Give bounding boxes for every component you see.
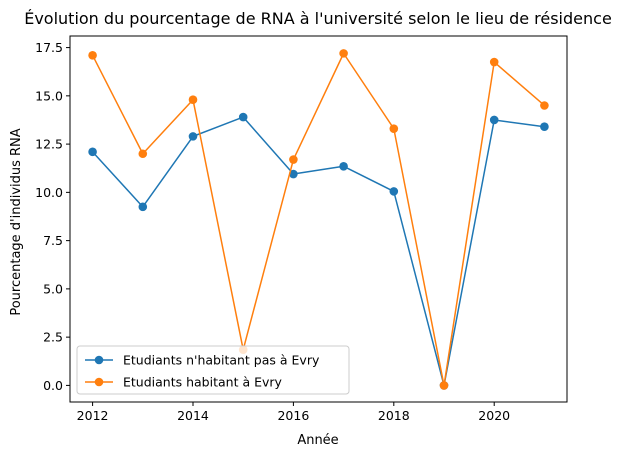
y-tick-label: 7.5: [43, 233, 63, 248]
legend-marker: [94, 355, 104, 365]
data-point: [238, 112, 248, 122]
data-point: [540, 122, 549, 132]
series-line-2: [91, 52, 545, 387]
y-tick-label: 12.5: [35, 137, 63, 152]
y-tick-label: 10.0: [35, 185, 63, 200]
axes-frame: [69, 35, 568, 403]
x-tick-label: 2020: [478, 408, 510, 423]
data-point: [389, 124, 399, 133]
data-point: [489, 115, 499, 125]
data-point: [339, 49, 348, 58]
y-axis-label: Pourcentage d'individus RNA: [9, 128, 24, 315]
data-point: [289, 169, 298, 179]
plot-area: 2012 2014 2016 2018 2020 0.0 2.5 5.0 7.5 10.0 12.5…: [35, 35, 568, 423]
x-axis-label: Année: [297, 433, 338, 448]
x-tick-label: 2014: [177, 408, 209, 423]
legend: Etudiants n'habitant pas à Evry Etudiants…: [76, 345, 350, 395]
x-tick-label: 2016: [277, 408, 309, 423]
data-point: [188, 132, 198, 141]
data-point: [88, 51, 97, 60]
data-point: [188, 95, 198, 105]
y-tick-label: 5.0: [43, 281, 63, 296]
data-point: [540, 101, 549, 110]
data-point: [88, 147, 97, 157]
x-tick-label: 2012: [77, 408, 109, 423]
series-line-1: [92, 116, 545, 387]
data-point: [439, 381, 449, 390]
y-tick-label: 0.0: [43, 378, 63, 393]
legend-box: [76, 345, 350, 395]
data-point: [138, 149, 148, 159]
y-tick-label: 17.5: [35, 40, 63, 55]
x-tick-label: 2018: [378, 408, 410, 423]
legend-marker: [94, 377, 104, 387]
data-point: [339, 162, 348, 171]
legend-label: Etudiants n'habitant pas à Evry: [123, 353, 320, 368]
data-point: [289, 155, 298, 164]
legend-label: Etudiants habitant à Evry: [123, 375, 283, 390]
chart-title: Évolution du pourcentage de RNA à l'univ…: [24, 9, 612, 28]
data-point: [138, 202, 148, 212]
data-point: [489, 57, 499, 67]
y-tick-label: 15.0: [35, 88, 63, 103]
y-tick-label: 2.5: [43, 330, 63, 345]
data-point: [389, 187, 399, 196]
